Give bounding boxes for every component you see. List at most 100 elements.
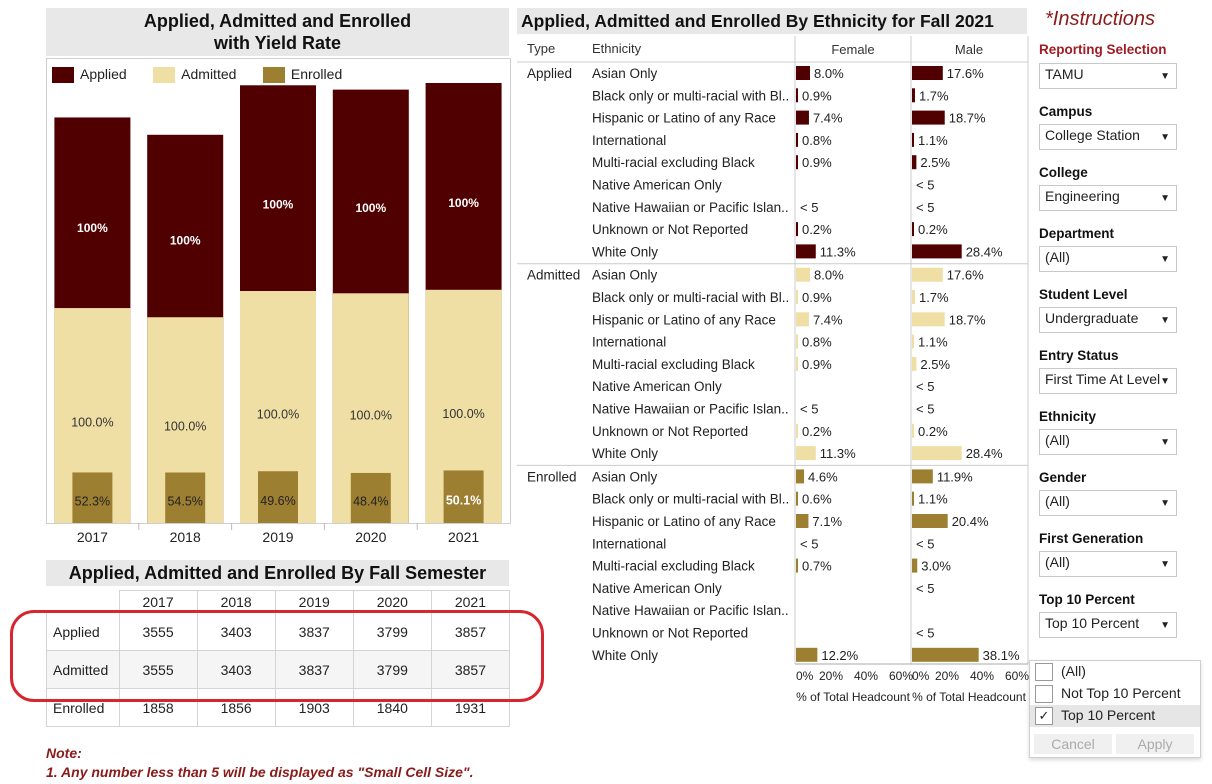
ethnicity-label: Multi-racial excluding Black bbox=[592, 357, 755, 372]
ethnicity-label: Native Hawaiian or Pacific Islan.. bbox=[592, 402, 789, 417]
col-header-ethnicity: Ethnicity bbox=[592, 41, 642, 56]
table-cell: 1858 bbox=[118, 688, 198, 727]
yield-chart-title-line1: Applied, Admitted and Enrolled bbox=[143, 11, 412, 31]
label-admitted: 100.0% bbox=[164, 419, 206, 433]
note-heading: Note: bbox=[46, 745, 82, 761]
value-label-male: 17.6% bbox=[947, 66, 984, 81]
bar-male bbox=[912, 132, 914, 147]
bar-female bbox=[796, 312, 809, 327]
ethnicity-label: Ethnicity bbox=[1039, 409, 1097, 424]
reporting-selection-dropdown[interactable]: TAMU ▼ bbox=[1039, 63, 1177, 89]
plot-frame bbox=[46, 58, 511, 524]
yield-chart-legend: Applied Admitted Enrolled bbox=[52, 66, 492, 84]
checkbox-icon[interactable] bbox=[1035, 663, 1053, 682]
reporting-selection-label: Reporting Selection bbox=[1039, 42, 1167, 57]
x-tick-label: 2017 bbox=[77, 529, 108, 545]
ethnicity-label: Black only or multi-racial with Bl.. bbox=[592, 492, 789, 507]
apply-button[interactable]: Apply bbox=[1116, 734, 1194, 754]
caret-down-icon: ▼ bbox=[1160, 620, 1170, 631]
x-tick-label: 2021 bbox=[448, 529, 479, 545]
x-tick-label: 40% bbox=[970, 669, 994, 683]
caret-down-icon: ▼ bbox=[1160, 71, 1170, 82]
checkmark-icon[interactable]: ✓ bbox=[1035, 707, 1053, 726]
value-label-male: 20.4% bbox=[952, 514, 989, 529]
checkbox-icon[interactable] bbox=[1035, 685, 1053, 704]
ethnicity-label: White Only bbox=[592, 244, 658, 259]
bar-male bbox=[912, 290, 915, 304]
bar-enrolled bbox=[72, 472, 113, 523]
ethnicity-label: International bbox=[592, 536, 666, 551]
popup-option-top10[interactable]: ✓ Top 10 Percent bbox=[1030, 705, 1200, 727]
label-admitted: 100.0% bbox=[350, 409, 392, 423]
label-applied: 100% bbox=[263, 198, 294, 212]
label-enrolled: 54.5% bbox=[167, 494, 202, 508]
label-applied: 100% bbox=[77, 221, 108, 235]
bar-male bbox=[912, 491, 914, 506]
table-cell: 3555 bbox=[118, 612, 198, 651]
bar-male bbox=[912, 155, 917, 170]
bar-male bbox=[912, 222, 914, 237]
value-label-male: 38.1% bbox=[983, 648, 1020, 663]
value-label-male: 18.7% bbox=[949, 312, 986, 327]
value-label-female: 11.3% bbox=[820, 446, 856, 461]
ethnicity-label: Native American Only bbox=[592, 178, 722, 193]
top10-label: Top 10 Percent bbox=[1039, 592, 1135, 607]
bar-male bbox=[912, 514, 948, 528]
bar-female bbox=[796, 222, 798, 237]
bar-female bbox=[796, 514, 809, 528]
department-dropdown[interactable]: (All) ▼ bbox=[1039, 246, 1177, 272]
bar-enrolled bbox=[350, 472, 391, 523]
ethnicity-dropdown[interactable]: (All) ▼ bbox=[1039, 429, 1177, 455]
ethnicity-label: Hispanic or Latino of any Race bbox=[592, 111, 776, 126]
x-tick-label: 2019 bbox=[262, 529, 293, 545]
legend-applied: Applied bbox=[52, 66, 127, 84]
cancel-button[interactable]: Cancel bbox=[1034, 734, 1112, 754]
bar-female bbox=[796, 244, 816, 259]
value-label-female: 0.9% bbox=[802, 155, 832, 170]
bar-male bbox=[912, 647, 979, 662]
bar-male bbox=[912, 312, 945, 327]
first-generation-label: First Generation bbox=[1039, 531, 1144, 546]
table-row: Applied 3555 3403 3837 3799 3857 bbox=[46, 612, 511, 651]
value-label-female: 7.4% bbox=[813, 312, 843, 327]
yield-chart-title-line2: with Yield Rate bbox=[213, 33, 342, 53]
value-label-male: 0.2% bbox=[918, 222, 948, 237]
highlight-outline bbox=[10, 610, 544, 702]
campus-dropdown[interactable]: College Station ▼ bbox=[1039, 124, 1177, 150]
entry-status-dropdown[interactable]: First Time At Level ▼ bbox=[1039, 368, 1177, 394]
value-label-female: 0.9% bbox=[802, 290, 832, 305]
fall-table: 2017 2018 2019 2020 2021 Applied 3555 34… bbox=[46, 590, 511, 727]
x-tick-label: 2018 bbox=[170, 529, 201, 545]
top10-dropdown[interactable]: Top 10 Percent ▼ bbox=[1039, 612, 1177, 638]
table-cell: 3857 bbox=[430, 612, 511, 651]
top10-popup: (All) Not Top 10 Percent ✓ Top 10 Percent… bbox=[1029, 660, 1201, 758]
popup-option-not-top10[interactable]: Not Top 10 Percent bbox=[1030, 683, 1200, 705]
label-admitted: 100.0% bbox=[442, 407, 484, 421]
value-label-male: 1.1% bbox=[918, 133, 948, 148]
bar-female bbox=[796, 88, 798, 103]
caret-down-icon: ▼ bbox=[1160, 376, 1170, 387]
value-label-female: 0.2% bbox=[802, 424, 832, 439]
yield-chart: 100% 100.0% 52.3% 2017 100% 100.0% 54.5% 2018 10… bbox=[46, 58, 511, 545]
student-level-dropdown[interactable]: Undergraduate ▼ bbox=[1039, 307, 1177, 333]
value-label-female: 11.3% bbox=[820, 244, 856, 259]
x-tick-label: 0% bbox=[912, 669, 930, 683]
value-label-female: < 5 bbox=[800, 200, 818, 215]
ethnicity-label: White Only bbox=[592, 446, 658, 461]
college-dropdown[interactable]: Engineering ▼ bbox=[1039, 185, 1177, 211]
bar-male bbox=[912, 356, 917, 371]
ethnicity-label: International bbox=[592, 335, 666, 350]
gender-dropdown[interactable]: (All) ▼ bbox=[1039, 490, 1177, 516]
col-header-female: Female bbox=[831, 42, 874, 57]
x-axis-title: % of Total Headcount bbox=[796, 690, 911, 704]
popup-option-all[interactable]: (All) bbox=[1030, 661, 1200, 683]
group-type-label: Enrolled bbox=[527, 469, 577, 484]
value-label-male: 28.4% bbox=[966, 244, 1003, 259]
instructions-link[interactable]: *Instructions bbox=[1045, 8, 1156, 30]
value-label-male: 1.7% bbox=[919, 88, 949, 103]
table-cell: 3403 bbox=[196, 612, 276, 651]
first-generation-dropdown[interactable]: (All) ▼ bbox=[1039, 551, 1177, 577]
legend-enrolled: Enrolled bbox=[262, 66, 342, 84]
bar-female bbox=[796, 132, 798, 147]
x-tick-label: 0% bbox=[796, 669, 814, 683]
